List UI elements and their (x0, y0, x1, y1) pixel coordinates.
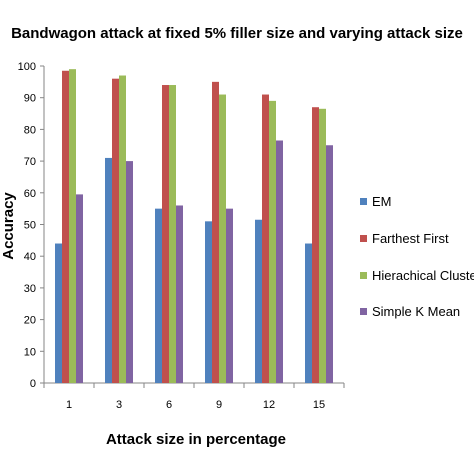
x-tick-label: 15 (313, 399, 325, 411)
bar (169, 85, 176, 384)
bar (255, 219, 262, 383)
bar (276, 140, 283, 383)
legend-label: Farthest First (372, 231, 449, 246)
y-tick-label: 100 (18, 61, 36, 73)
bar (212, 81, 219, 383)
bar (76, 194, 83, 383)
x-tick-label: 1 (66, 399, 72, 411)
y-tick-label: 60 (24, 188, 36, 200)
y-tick-label: 0 (30, 378, 36, 390)
bar (119, 75, 126, 383)
legend: EM Farthest First Hierachical Clustere Simp… (360, 194, 474, 319)
bar (105, 157, 112, 383)
bar (155, 208, 162, 383)
bar (205, 221, 212, 383)
bar (176, 205, 183, 383)
y-tick-label: 40 (24, 251, 36, 263)
y-tick-label: 10 (24, 346, 36, 358)
bar (69, 69, 76, 384)
x-tick-label: 6 (166, 399, 172, 411)
bar (55, 243, 62, 383)
bar (262, 94, 269, 383)
bar (162, 85, 169, 384)
bar (112, 78, 119, 384)
x-tick-label: 9 (216, 399, 222, 411)
y-tick-label: 50 (24, 220, 36, 232)
y-tick-label: 90 (24, 93, 36, 105)
x-tick-label: 3 (116, 399, 122, 411)
bar (226, 208, 233, 383)
bar (219, 94, 226, 383)
y-tick-label: 80 (24, 124, 36, 136)
bar (269, 100, 276, 384)
legend-label: Simple K Mean (372, 304, 460, 319)
bar (305, 243, 312, 383)
bar (126, 161, 133, 383)
legend-swatch (360, 235, 367, 242)
bar (312, 107, 319, 384)
y-axis-title: Accuracy (0, 192, 17, 260)
legend-swatch (360, 308, 367, 315)
legend-label: EM (372, 194, 392, 209)
y-tick-label: 20 (24, 315, 36, 327)
bar (326, 145, 333, 383)
y-tick-label: 30 (24, 283, 36, 295)
legend-swatch (360, 198, 367, 205)
legend-label: Hierachical Clustere (372, 268, 474, 283)
plot-area: 0 10 20 30 40 50 60 70 80 90 100 1 3 6 9 12 15 (18, 61, 345, 411)
chart-title: Bandwagon attack at fixed 5% filler size… (11, 25, 463, 42)
bar (319, 108, 326, 384)
y-tick-label: 70 (24, 156, 36, 168)
legend-swatch (360, 272, 367, 279)
x-axis-title: Attack size in percentage (106, 431, 286, 448)
x-tick-label: 12 (263, 399, 275, 411)
bar (62, 70, 69, 383)
